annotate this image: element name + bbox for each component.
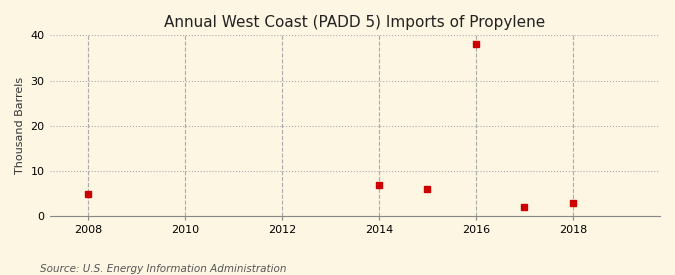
Title: Annual West Coast (PADD 5) Imports of Propylene: Annual West Coast (PADD 5) Imports of Pr…: [164, 15, 545, 30]
Text: Source: U.S. Energy Information Administration: Source: U.S. Energy Information Administ…: [40, 264, 287, 274]
Y-axis label: Thousand Barrels: Thousand Barrels: [15, 77, 25, 174]
